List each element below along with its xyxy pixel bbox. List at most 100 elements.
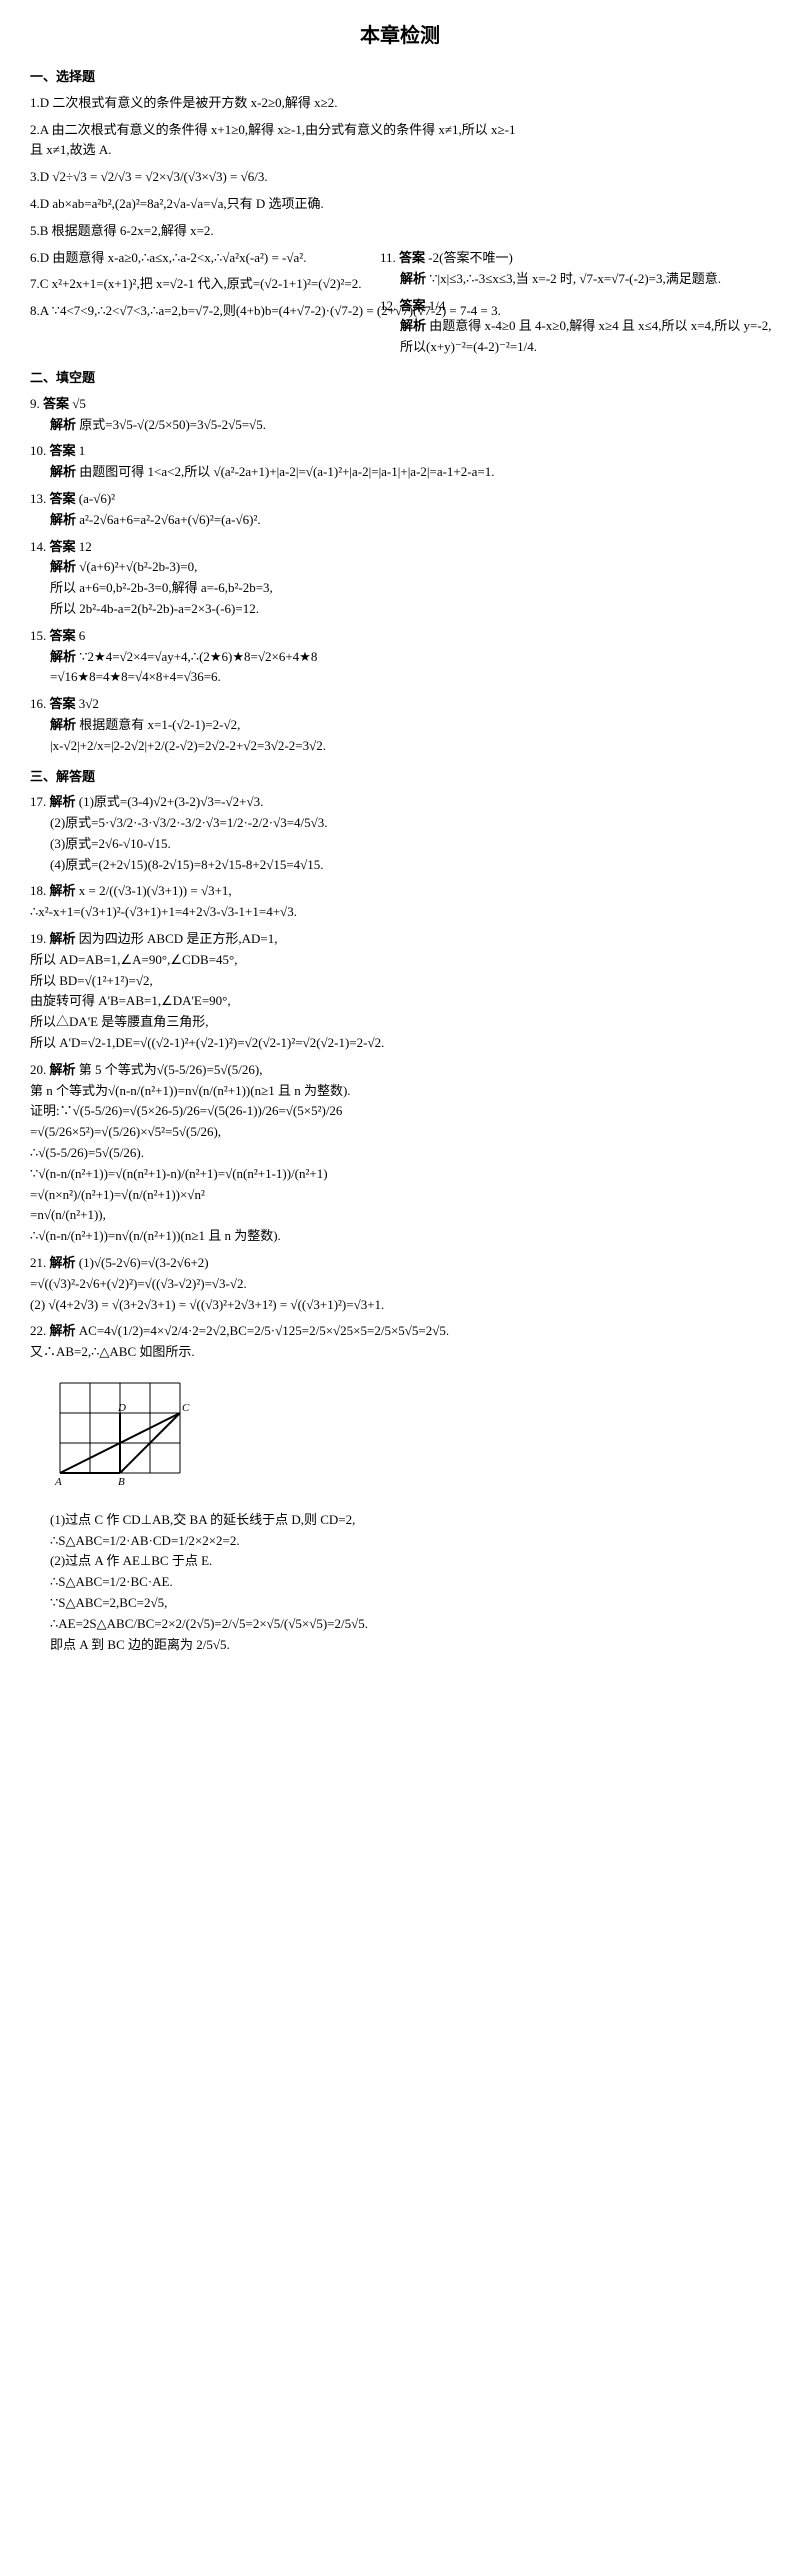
- problem-num: 2.A: [30, 122, 48, 137]
- analysis-text: 因为四边形 ABCD 是正方形,AD=1, 所以 AD=AB=1,∠A=90°,…: [30, 931, 384, 1050]
- analysis-label: 解析: [50, 931, 76, 946]
- problem-num: 18.: [30, 883, 46, 898]
- problem-num: 14.: [30, 539, 46, 554]
- problem-15: 15. 答案 6 解析 ∵2★4=√2×4=√ay+4,∴(2★6)★8=√2×…: [30, 626, 530, 688]
- problem-num: 7.C: [30, 276, 48, 291]
- analysis-label: 解析: [50, 649, 76, 664]
- problem-text: 由题意得 x-a≥0,∴a≤x,∴a-2<x,∴√a²x(-a²) = -√a²…: [52, 250, 306, 265]
- answer-label: 答案: [50, 696, 76, 711]
- answer-text: 1: [79, 443, 86, 458]
- problem-num: 12.: [380, 298, 396, 313]
- problem-19: 19. 解析 因为四边形 ABCD 是正方形,AD=1, 所以 AD=AB=1,…: [30, 929, 530, 1054]
- answer-text: (a-√6)²: [79, 491, 115, 506]
- problem-22: 22. 解析 AC=4√(1/2)=4×√2/4·2=2√2,BC=2/5·√1…: [30, 1321, 530, 1655]
- problem-1: 1.D 二次根式有意义的条件是被开方数 x-2≥0,解得 x≥2.: [30, 93, 530, 114]
- problem-18: 18. 解析 x = 2/((√3-1)(√3+1)) = √3+1, ∴x²-…: [30, 881, 530, 923]
- problem-num: 9.: [30, 396, 40, 411]
- analysis-text: 根据题意有 x=1-(√2-1)=2-√2, |x-√2|+2/x=|2-2√2…: [50, 717, 326, 753]
- analysis-label: 解析: [50, 1323, 76, 1338]
- problem-text: 二次根式有意义的条件是被开方数 x-2≥0,解得 x≥2.: [52, 95, 337, 110]
- analysis-label: 解析: [50, 417, 76, 432]
- part-3: (3)原式=2√6-√10-√15.: [30, 834, 530, 855]
- answer-text: -2(答案不唯一): [428, 250, 513, 265]
- answer-label: 答案: [50, 628, 76, 643]
- problem-5: 5.B 根据题意得 6-2x=2,解得 x=2.: [30, 221, 530, 242]
- problem-text: 由二次根式有意义的条件得 x+1≥0,解得 x≥-1,由分式有意义的条件得 x≠…: [30, 122, 515, 158]
- problem-num: 3.D: [30, 169, 49, 184]
- part-1: (1)原式=(3-4)√2+(3-2)√3=-√2+√3.: [79, 794, 264, 809]
- analysis-label: 解析: [50, 717, 76, 732]
- analysis-label: 解析: [400, 271, 426, 286]
- problem-num: 8.A: [30, 303, 48, 318]
- answer-label: 答案: [399, 250, 425, 265]
- problem-text: √2÷√3 = √2/√3 = √2×√3/(√3×√3) = √6/3.: [52, 169, 267, 184]
- problem-text: ab×ab=a²b²,(2a)²=8a²,2√a-√a=√a,只有 D 选项正确…: [52, 196, 323, 211]
- analysis-text: ∵|x|≤3,∴-3≤x≤3,当 x=-2 时, √7-x=√7-(-2)=3,…: [429, 271, 721, 286]
- analysis-text: ∵2★4=√2×4=√ay+4,∴(2★6)★8=√2×6+4★8 =√16★8…: [50, 649, 317, 685]
- analysis-text: 由题意得 x-4≥0 且 4-x≥0,解得 x≥4 且 x≤4,所以 x=4,所…: [400, 318, 771, 354]
- part-4: (4)原式=(2+2√15)(8-2√15)=8+2√15-8+2√15=4√1…: [30, 855, 530, 876]
- answer-text: 12: [79, 539, 92, 554]
- analysis-text: 第 5 个等式为√(5-5/26)=5√(5/26), 第 n 个等式为√(n-…: [30, 1062, 351, 1243]
- problem-13: 13. 答案 (a-√6)² 解析 a²-2√6a+6=a²-2√6a+(√6)…: [30, 489, 530, 531]
- answer-text: 1/4: [429, 298, 446, 313]
- problem-12: 12. 答案 1/4 解析 由题意得 x-4≥0 且 4-x≥0,解得 x≥4 …: [380, 296, 780, 358]
- triangle-grid-figure: A B C D: [50, 1373, 530, 1500]
- analysis-label: 解析: [400, 318, 426, 333]
- problem-3: 3.D √2÷√3 = √2/√3 = √2×√3/(√3×√3) = √6/3…: [30, 167, 530, 188]
- problem-num: 5.B: [30, 223, 48, 238]
- problem-num: 19.: [30, 931, 46, 946]
- answer-text: 3√2: [79, 696, 99, 711]
- right-column-fill: 11. 答案 -2(答案不唯一) 解析 ∵|x|≤3,∴-3≤x≤3,当 x=-…: [380, 248, 780, 358]
- problem-11: 11. 答案 -2(答案不唯一) 解析 ∵|x|≤3,∴-3≤x≤3,当 x=-…: [380, 248, 780, 290]
- answer-text: 6: [79, 628, 86, 643]
- analysis-label: 解析: [50, 559, 76, 574]
- problem-17: 17. 解析 (1)原式=(3-4)√2+(3-2)√3=-√2+√3. (2)…: [30, 792, 530, 875]
- problem-num: 10.: [30, 443, 46, 458]
- chapter-test-title: 本章检测: [30, 20, 770, 52]
- problem-num: 1.D: [30, 95, 49, 110]
- section-choice-header: 一、选择题: [30, 67, 530, 88]
- problem-num: 4.D: [30, 196, 49, 211]
- problem-num: 16.: [30, 696, 46, 711]
- analysis-label: 解析: [50, 794, 76, 809]
- analysis-text: a²-2√6a+6=a²-2√6a+(√6)²=(a-√6)².: [79, 512, 260, 527]
- problem-2: 2.A 由二次根式有意义的条件得 x+1≥0,解得 x≥-1,由分式有意义的条件…: [30, 120, 530, 162]
- problem-num: 21.: [30, 1255, 46, 1270]
- problem-num: 11.: [380, 250, 396, 265]
- analysis-text: AC=4√(1/2)=4×√2/4·2=2√2,BC=2/5·√125=2/5×…: [30, 1323, 449, 1359]
- problem-9: 9. 答案 √5 解析 原式=3√5-√(2/5×50)=3√5-2√5=√5.: [30, 394, 530, 436]
- problem-16: 16. 答案 3√2 解析 根据题意有 x=1-(√2-1)=2-√2, |x-…: [30, 694, 530, 756]
- problem-num: 6.D: [30, 250, 49, 265]
- answer-label: 答案: [400, 298, 426, 313]
- analysis-label: 解析: [50, 1255, 76, 1270]
- part-22-1: (1)过点 C 作 CD⊥AB,交 BA 的延长线于点 D,则 CD=2, ∴S…: [30, 1510, 530, 1552]
- analysis-label: 解析: [50, 1062, 76, 1077]
- problem-num: 13.: [30, 491, 46, 506]
- analysis-label: 解析: [50, 883, 76, 898]
- section-solve-header: 三、解答题: [30, 767, 530, 788]
- analysis-label: 解析: [50, 464, 76, 479]
- svg-text:B: B: [118, 1476, 125, 1488]
- problem-20: 20. 解析 第 5 个等式为√(5-5/26)=5√(5/26), 第 n 个…: [30, 1060, 530, 1247]
- analysis-text: √(a+6)²+√(b²-2b-3)=0, 所以 a+6=0,b²-2b-3=0…: [50, 559, 273, 616]
- problem-4: 4.D ab×ab=a²b²,(2a)²=8a²,2√a-√a=√a,只有 D …: [30, 194, 530, 215]
- problem-num: 22.: [30, 1323, 46, 1338]
- analysis-text: 由题图可得 1<a<2,所以 √(a²-2a+1)+|a-2|=√(a-1)²+…: [79, 464, 494, 479]
- problem-10: 10. 答案 1 解析 由题图可得 1<a<2,所以 √(a²-2a+1)+|a…: [30, 441, 530, 483]
- part-2: (2)原式=5·√3/2·-3·√3/2·-3/2·√3=1/2·-2/2·√3…: [30, 813, 530, 834]
- problem-num: 20.: [30, 1062, 46, 1077]
- answer-label: 答案: [50, 443, 76, 458]
- problem-14: 14. 答案 12 解析 √(a+6)²+√(b²-2b-3)=0, 所以 a+…: [30, 537, 530, 620]
- problem-text: x²+2x+1=(x+1)²,把 x=√2-1 代入,原式=(√2-1+1)²=…: [52, 276, 362, 291]
- analysis-text: 原式=3√5-√(2/5×50)=3√5-2√5=√5.: [79, 417, 266, 432]
- problem-num: 17.: [30, 794, 46, 809]
- section-fill-header: 二、填空题: [30, 368, 530, 389]
- svg-text:A: A: [54, 1476, 62, 1488]
- answer-text: √5: [72, 396, 86, 411]
- analysis-text: (1)√(5-2√6)=√(3-2√6+2) =√((√3)²-2√6+(√2)…: [30, 1255, 384, 1312]
- problem-num: 15.: [30, 628, 46, 643]
- answer-label: 答案: [50, 539, 76, 554]
- svg-text:D: D: [117, 1402, 126, 1414]
- answer-label: 答案: [43, 396, 69, 411]
